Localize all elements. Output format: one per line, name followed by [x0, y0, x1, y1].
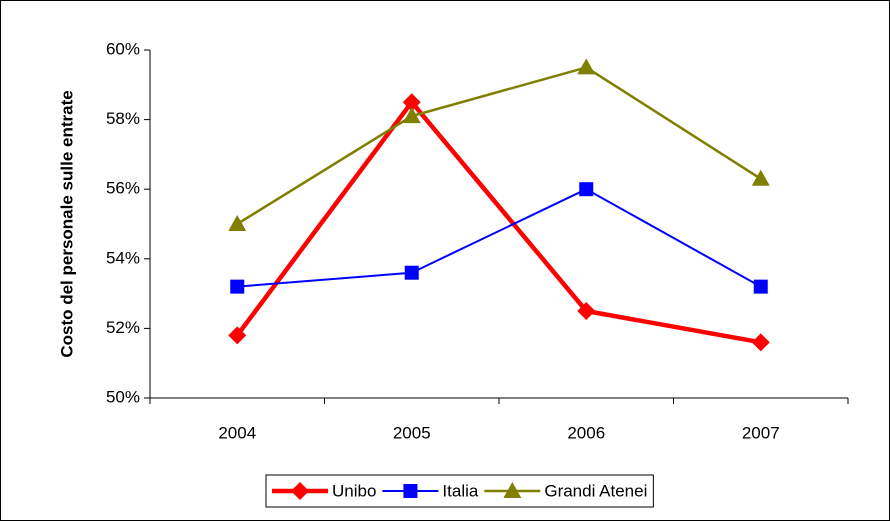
x-tick-label: 2006 [567, 423, 605, 442]
marker [230, 279, 245, 294]
series-line [236, 66, 762, 226]
y-tick-label: 60% [106, 39, 140, 58]
y-tick-label: 58% [106, 109, 140, 128]
y-tick-label: 50% [106, 387, 140, 406]
marker [228, 215, 247, 231]
marker [503, 482, 522, 498]
legend-label: Italia [442, 481, 478, 500]
marker [751, 169, 770, 186]
marker [577, 302, 596, 320]
marker [751, 333, 770, 352]
marker [402, 93, 421, 112]
marker [404, 265, 419, 280]
marker [403, 484, 418, 498]
marker [577, 58, 596, 75]
y-tick-label: 56% [106, 179, 140, 198]
marker [228, 326, 247, 345]
legend-label: Grandi Atenei [544, 481, 647, 500]
legend-label: Unibo [332, 481, 376, 500]
legend: Unibo Italia Grandi Atenei [265, 474, 654, 508]
legend-box [265, 474, 654, 508]
marker [402, 107, 421, 124]
x-tick-label: 2005 [393, 423, 431, 442]
x-tick-label: 2007 [742, 423, 780, 442]
marker [753, 279, 768, 294]
y-tick-label: 52% [106, 318, 140, 337]
marker [291, 482, 309, 500]
series-line [235, 99, 762, 345]
marker [579, 182, 594, 197]
series-line [237, 188, 762, 288]
y-tick-label: 54% [106, 248, 140, 267]
x-tick-label: 2004 [218, 423, 256, 442]
y-axis-label: Costo del personale sulle entrate [57, 90, 76, 357]
